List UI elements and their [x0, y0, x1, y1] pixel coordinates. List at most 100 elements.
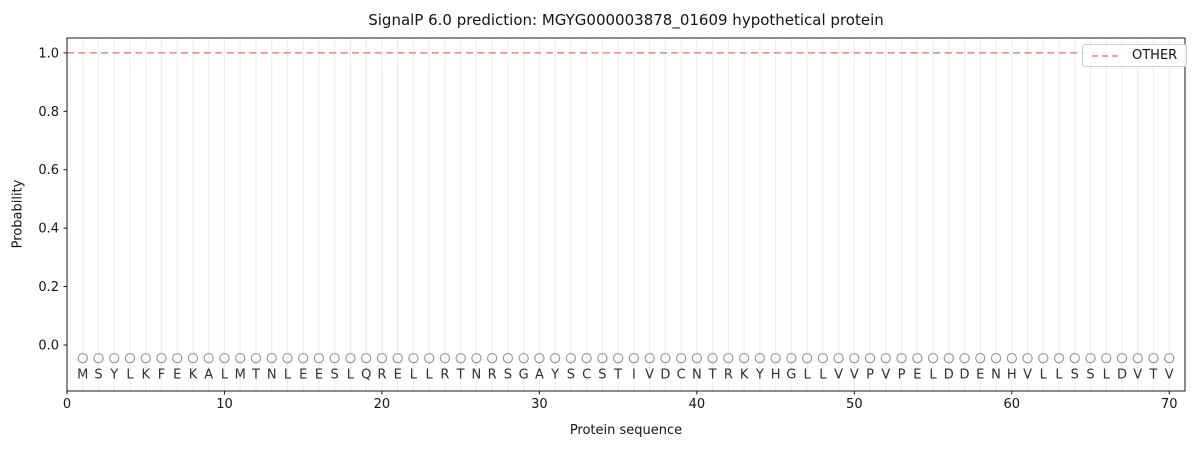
residue-letter: L [426, 368, 434, 383]
x-axis-label: Protein sequence [569, 423, 683, 438]
residue-marker [975, 352, 986, 364]
residue-marker [723, 352, 734, 364]
residue-letter: Q [361, 368, 371, 383]
residue-marker [675, 352, 687, 364]
residue-letter: Y [109, 368, 118, 383]
residue-letter: D [1117, 368, 1127, 383]
residue-letter: V [645, 368, 654, 383]
residue-marker [990, 352, 1002, 364]
residue-marker [1006, 352, 1017, 364]
residue-letter: L [803, 368, 811, 383]
residue-letter: K [141, 368, 150, 383]
residue-letter: S [1071, 368, 1079, 383]
y-axis-label: Probability [10, 179, 26, 249]
legend-dash-sample [1092, 54, 1122, 57]
residue-letter: E [299, 368, 307, 383]
residue-marker [801, 352, 813, 364]
residue-letter: R [488, 368, 497, 383]
residue-letter: N [692, 368, 702, 383]
residue-letter: K [189, 368, 198, 383]
residue-marker [219, 352, 230, 364]
x-tick-label: 50 [846, 397, 863, 412]
residue-letter: G [786, 368, 796, 383]
residue-marker [943, 352, 955, 364]
residue-marker [1022, 352, 1033, 364]
residue-letter: S [331, 368, 339, 383]
residue-marker [817, 352, 829, 364]
residue-marker [345, 352, 356, 364]
residue-letter: R [724, 368, 733, 383]
residue-letter: H [771, 368, 781, 383]
y-tick-label: 0.6 [38, 163, 59, 178]
residue-marker [282, 352, 293, 364]
residue-marker [392, 352, 403, 364]
residue-letter: Y [550, 368, 559, 383]
y-tick-label: 0.4 [38, 222, 59, 237]
residue-letter: C [582, 368, 591, 383]
residue-letter: L [126, 368, 134, 383]
residue-marker [581, 352, 592, 364]
residue-letter: E [173, 368, 181, 383]
residue-marker [1053, 352, 1065, 364]
residue-letter: V [834, 368, 843, 383]
residue-marker [927, 352, 939, 364]
residue-marker [502, 352, 514, 364]
residue-letter: L [347, 368, 355, 383]
residue-marker [912, 352, 923, 364]
residue-marker [1116, 352, 1128, 364]
residue-marker [754, 352, 766, 364]
residue-marker [644, 352, 655, 364]
residue-marker [565, 352, 577, 364]
residue-marker [156, 352, 167, 364]
residue-letter: L [1055, 368, 1063, 383]
residue-marker [707, 352, 718, 364]
residue-marker [109, 352, 120, 364]
y-tick-label: 0.0 [38, 338, 59, 353]
residue-marker [486, 352, 498, 364]
x-tick-label: 60 [1004, 397, 1021, 412]
residue-marker [266, 352, 277, 364]
residue-marker [1038, 352, 1049, 364]
residue-letter: D [944, 368, 954, 383]
residue-marker [140, 352, 151, 364]
residue-letter: L [410, 368, 418, 383]
residue-marker [376, 352, 388, 364]
y-tick-label: 0.2 [38, 280, 59, 295]
residue-letter: L [284, 368, 292, 383]
residue-marker [612, 352, 624, 364]
residue-marker [439, 352, 451, 364]
residue-letter: M [235, 368, 246, 383]
residue-letter: E [315, 368, 323, 383]
residue-marker [297, 352, 309, 364]
residue-marker [896, 352, 907, 364]
residue-letter: F [158, 368, 165, 383]
residue-letter: E [976, 368, 984, 383]
residue-letter: V [850, 368, 859, 383]
residue-marker [1069, 352, 1080, 364]
residue-marker [786, 352, 797, 364]
residue-marker [534, 352, 545, 364]
residue-letter: N [472, 368, 482, 383]
residue-marker [660, 352, 671, 364]
residue-marker [313, 352, 325, 364]
residue-letter: L [1040, 368, 1048, 383]
residue-letter: T [1149, 368, 1158, 383]
residue-letter: I [632, 368, 636, 383]
residue-marker [203, 352, 214, 364]
residue-letter: V [1165, 368, 1174, 383]
residue-letter: V [1133, 368, 1142, 383]
residue-letter: L [929, 368, 937, 383]
residue-letter: T [613, 368, 622, 383]
residue-marker [691, 352, 703, 364]
legend: OTHER [1082, 44, 1188, 67]
residue-marker [738, 352, 750, 364]
residue-marker [880, 352, 892, 364]
x-tick-label: 0 [63, 397, 71, 412]
x-tick-label: 10 [216, 397, 233, 412]
residue-marker [124, 352, 136, 364]
residue-marker [1101, 352, 1112, 364]
residue-letter: L [819, 368, 827, 383]
residue-letter: T [456, 368, 465, 383]
residue-letter: S [1086, 368, 1094, 383]
